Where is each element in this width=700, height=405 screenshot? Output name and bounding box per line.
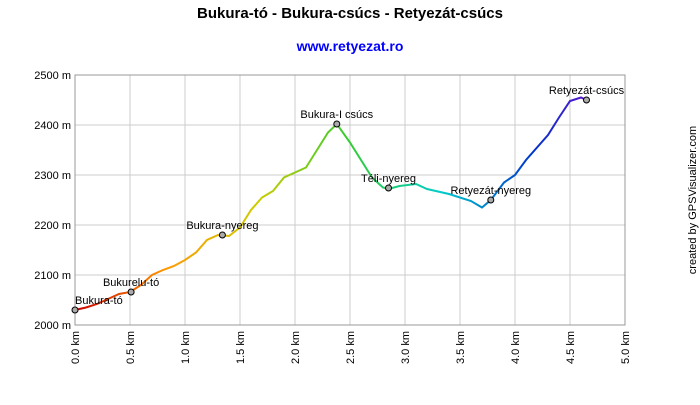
y-tick-label: 2200 m — [34, 220, 71, 232]
waypoint-marker — [127, 288, 135, 296]
y-tick-label: 2500 m — [34, 70, 71, 82]
waypoint-label: Bukura-I csúcs — [300, 109, 373, 121]
x-tick-label: 2.0 km — [290, 331, 302, 364]
x-tick-label: 5.0 km — [620, 331, 632, 364]
x-tick-label: 3.0 km — [400, 331, 412, 364]
chart-title: Bukura-tó - Bukura-csúcs - Retyezát-csúc… — [197, 5, 503, 22]
credit: created by GPSVisualizer.com — [687, 126, 699, 274]
waypoint-label: Téli-nyereg — [361, 173, 416, 185]
y-tick-label: 2100 m — [34, 270, 71, 282]
waypoint-label: Bukurelu-tó — [103, 277, 159, 289]
waypoint-marker — [385, 184, 392, 192]
waypoint-label: Bukura-nyereg — [186, 220, 258, 232]
waypoint-label: Retyezát-csúcs — [549, 85, 625, 97]
waypoint-marker — [218, 231, 226, 239]
y-tick-label: 2000 m — [34, 320, 71, 332]
y-tick-label: 2400 m — [34, 120, 71, 132]
waypoint-marker — [333, 120, 341, 128]
x-tick-label: 3.5 km — [455, 331, 467, 364]
x-tick-label: 0.5 km — [125, 331, 137, 364]
waypoint-marker — [487, 196, 495, 204]
waypoint-label: Bukura-tó — [75, 295, 123, 307]
waypoint-label: Retyezát-nyereg — [450, 185, 531, 197]
x-tick-label: 4.5 km — [565, 331, 577, 364]
x-tick-label: 2.5 km — [345, 331, 357, 364]
x-tick-label: 1.0 km — [180, 331, 192, 364]
profile-line — [74, 96, 587, 311]
y-tick-label: 2300 m — [34, 170, 71, 182]
waypoint-marker — [71, 306, 79, 314]
chart-subtitle: www.retyezat.ro — [296, 38, 404, 54]
x-tick-label: 0.0 km — [70, 331, 82, 364]
x-tick-label: 4.0 km — [510, 331, 522, 364]
plot-border — [74, 74, 626, 326]
x-tick-label: 1.5 km — [235, 331, 247, 364]
waypoint-marker — [583, 96, 590, 104]
